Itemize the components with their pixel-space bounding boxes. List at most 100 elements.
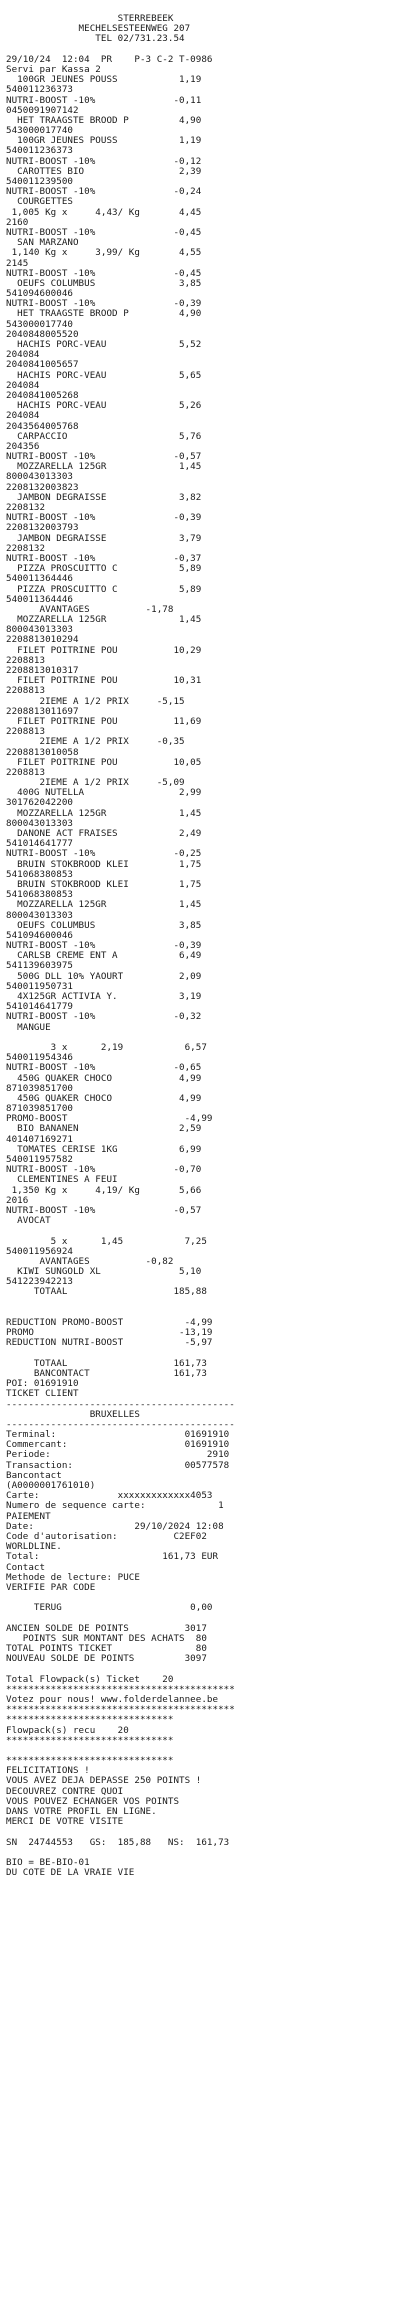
receipt-line: 800043013303 bbox=[6, 909, 73, 921]
receipt-line: BIO BANANEN 2,59 bbox=[6, 1123, 202, 1135]
receipt-line: 204084 bbox=[6, 410, 40, 422]
receipt-line: 2208132 bbox=[6, 502, 46, 513]
receipt-line: 541139603975 bbox=[6, 960, 73, 972]
receipt-line: ****************************************… bbox=[6, 1704, 235, 1716]
receipt-line: 2208813 bbox=[6, 766, 46, 778]
receipt-line: TICKET CLIENT bbox=[6, 1388, 79, 1400]
receipt-line: 204356 bbox=[6, 440, 40, 452]
receipt-line: BRUXELLES bbox=[6, 1408, 140, 1420]
receipt-line: 5 x 1,45 7,25 bbox=[6, 1235, 207, 1247]
receipt-line: FELICITATIONS ! bbox=[6, 1765, 90, 1777]
receipt-line: TOTAAL 161,73 bbox=[6, 1357, 207, 1369]
receipt-line: HACHIS PORC-VEAU 5,26 bbox=[6, 400, 202, 412]
receipt-line: CARPACCIO 5,76 bbox=[6, 430, 202, 442]
receipt-line: 540011239500 bbox=[6, 176, 73, 187]
receipt-line: 540011236373 bbox=[6, 145, 73, 157]
receipt-line: NUTRI-BOOST -10% -0,39 bbox=[6, 940, 202, 952]
receipt-line: FILET POITRINE POU 10,29 bbox=[6, 644, 202, 656]
receipt-line: NUTRI-BOOST -10% -0,25 bbox=[6, 848, 202, 860]
receipt-line: POI: 01691910 bbox=[6, 1378, 79, 1390]
receipt-line: CLEMENTINES A FEUI bbox=[6, 1174, 118, 1186]
receipt-line: MANGUE bbox=[6, 1021, 51, 1033]
receipt-line: NUTRI-BOOST -10% -0,12 bbox=[6, 155, 202, 167]
receipt-line: ****************************************… bbox=[6, 1683, 235, 1695]
receipt-line: 2040841005657 bbox=[6, 359, 79, 371]
receipt-line: NUTRI-BOOST -10% -0,39 bbox=[6, 512, 202, 524]
receipt-line: (A0000001761010) bbox=[6, 1480, 96, 1491]
receipt-line: 0450091907142 bbox=[6, 104, 79, 116]
receipt-line: Contact bbox=[6, 1561, 46, 1573]
receipt-line: HET TRAAGSTE BROOD P 4,90 bbox=[6, 114, 202, 126]
receipt-line: 1,350 Kg x 4,19/ Kg 5,66 bbox=[6, 1184, 202, 1196]
receipt-line: 800043013303 bbox=[6, 817, 73, 829]
receipt-line: SAN MARZANO bbox=[6, 237, 79, 249]
receipt-line: 2043564005768 bbox=[6, 420, 79, 432]
receipt-line: 204084 bbox=[6, 379, 40, 391]
receipt-line: 800043013303 bbox=[6, 471, 73, 483]
receipt-line: CAROTTES BIO 2,39 bbox=[6, 165, 202, 177]
receipt-line: ****************************** bbox=[6, 1755, 174, 1767]
receipt-line: ----------------------------------------… bbox=[6, 1398, 235, 1410]
receipt-line: DU COTE DE LA VRAIE VIE bbox=[6, 1867, 135, 1879]
receipt-line: 540011956924 bbox=[6, 1245, 73, 1257]
receipt-line: Total: 161,73 EUR bbox=[6, 1551, 219, 1563]
receipt-line: NUTRI-BOOST -10% -0,45 bbox=[6, 267, 202, 279]
receipt-line: NOUVEAU SOLDE DE POINTS 3097 bbox=[6, 1653, 207, 1665]
receipt-line: BRUIN STOKBROOD KLEI 1,75 bbox=[6, 878, 202, 890]
receipt-line: 100GR JEUNES POUSS 1,19 bbox=[6, 135, 202, 147]
receipt-line: JAMBON DEGRAISSE 3,79 bbox=[6, 532, 202, 544]
receipt-line: Bancontact bbox=[6, 1469, 62, 1481]
receipt-line: 2208813010294 bbox=[6, 634, 79, 646]
receipt-line: Servi par Kassa 2 bbox=[6, 63, 101, 75]
receipt-line: NUTRI-BOOST -10% -0,57 bbox=[6, 451, 202, 463]
receipt-line: NUTRI-BOOST -10% -0,11 bbox=[6, 94, 202, 106]
receipt-line: 2208813 bbox=[6, 654, 46, 666]
receipt-line: Transaction: 00577578 bbox=[6, 1459, 230, 1471]
receipt-line: PAIEMENT bbox=[6, 1510, 51, 1522]
receipt-line: Methode de lecture: PUCE bbox=[6, 1571, 140, 1583]
receipt-line: NUTRI-BOOST -10% -0,57 bbox=[6, 1204, 202, 1216]
receipt-line: 2208132003793 bbox=[6, 522, 79, 534]
receipt-line: 2IEME A 1/2 PRIX -5,09 bbox=[6, 777, 185, 789]
receipt-line: TERUG 0,00 bbox=[6, 1602, 213, 1614]
receipt-line: Code d'autorisation: C2EF02 bbox=[6, 1530, 207, 1542]
receipt-line: HET TRAAGSTE BROOD P 4,90 bbox=[6, 308, 202, 320]
receipt-line: TEL 02/731.23.54 bbox=[6, 33, 185, 45]
receipt-line: 541014641777 bbox=[6, 838, 73, 850]
receipt-line: BIO = BE-BIO-01 bbox=[6, 1856, 90, 1868]
receipt-line: MERCI DE VOTRE VISITE bbox=[6, 1816, 124, 1828]
receipt-line: POINTS SUR MONTANT DES ACHATS 80 bbox=[6, 1632, 207, 1644]
receipt-line: DANS VOTRE PROFIL EN LIGNE. bbox=[6, 1806, 157, 1817]
receipt-line: TOMATES CERISE 1KG 6,99 bbox=[6, 1143, 202, 1155]
receipt-line: 2040841005268 bbox=[6, 389, 79, 401]
receipt-line: 2208813011697 bbox=[6, 705, 79, 717]
receipt-line: 540011954346 bbox=[6, 1052, 73, 1064]
receipt-line: REDUCTION NUTRI-BOOST -5,97 bbox=[6, 1337, 213, 1349]
receipt-line: MOZZARELLA 125GR 1,45 bbox=[6, 807, 202, 819]
receipt-line: FILET POITRINE POU 10,31 bbox=[6, 675, 202, 687]
receipt-line: 401407169271 bbox=[6, 1133, 73, 1145]
receipt-line: 540011364446 bbox=[6, 593, 73, 605]
receipt-line: MECHELSESTEENWEG 207 bbox=[6, 23, 191, 35]
receipt-line: MOZZARELLA 125GR 1,45 bbox=[6, 614, 202, 626]
receipt-line: NUTRI-BOOST -10% -0,37 bbox=[6, 552, 202, 564]
receipt-line: TOTAAL 185,88 bbox=[6, 1286, 207, 1298]
receipt-line: 2IEME A 1/2 PRIX -5,15 bbox=[6, 695, 185, 707]
receipt-line: 1,005 Kg x 4,43/ Kg 4,45 bbox=[6, 206, 202, 218]
receipt-line: 540011957582 bbox=[6, 1154, 73, 1165]
receipt-line: 543000017740 bbox=[6, 125, 73, 137]
receipt-line: STERREBEEK bbox=[6, 13, 174, 24]
receipt-line: MOZZARELLA 125GR 1,45 bbox=[6, 899, 202, 911]
receipt-line: WORLDLINE. bbox=[6, 1541, 62, 1553]
receipt-line: OEUFS COLUMBUS 3,85 bbox=[6, 919, 202, 931]
receipt-line: NUTRI-BOOST -10% -0,39 bbox=[6, 298, 202, 310]
receipt-line: BRUIN STOKBROOD KLEI 1,75 bbox=[6, 858, 202, 870]
receipt-line: 871039851700 bbox=[6, 1082, 73, 1094]
receipt-line: Numero de sequence carte: 1 bbox=[6, 1500, 224, 1512]
receipt-line: 29/10/24 12:04 PR P-3 C-2 T-0986 bbox=[6, 53, 213, 65]
receipt-line: AVANTAGES -1,78 bbox=[6, 603, 174, 615]
receipt-line: 541014641779 bbox=[6, 1001, 73, 1013]
receipt-line: Votez pour nous! www.folderdelannee.be bbox=[6, 1693, 219, 1705]
receipt-line: SN 24744553 GS: 185,88 NS: 161,73 bbox=[6, 1836, 230, 1848]
